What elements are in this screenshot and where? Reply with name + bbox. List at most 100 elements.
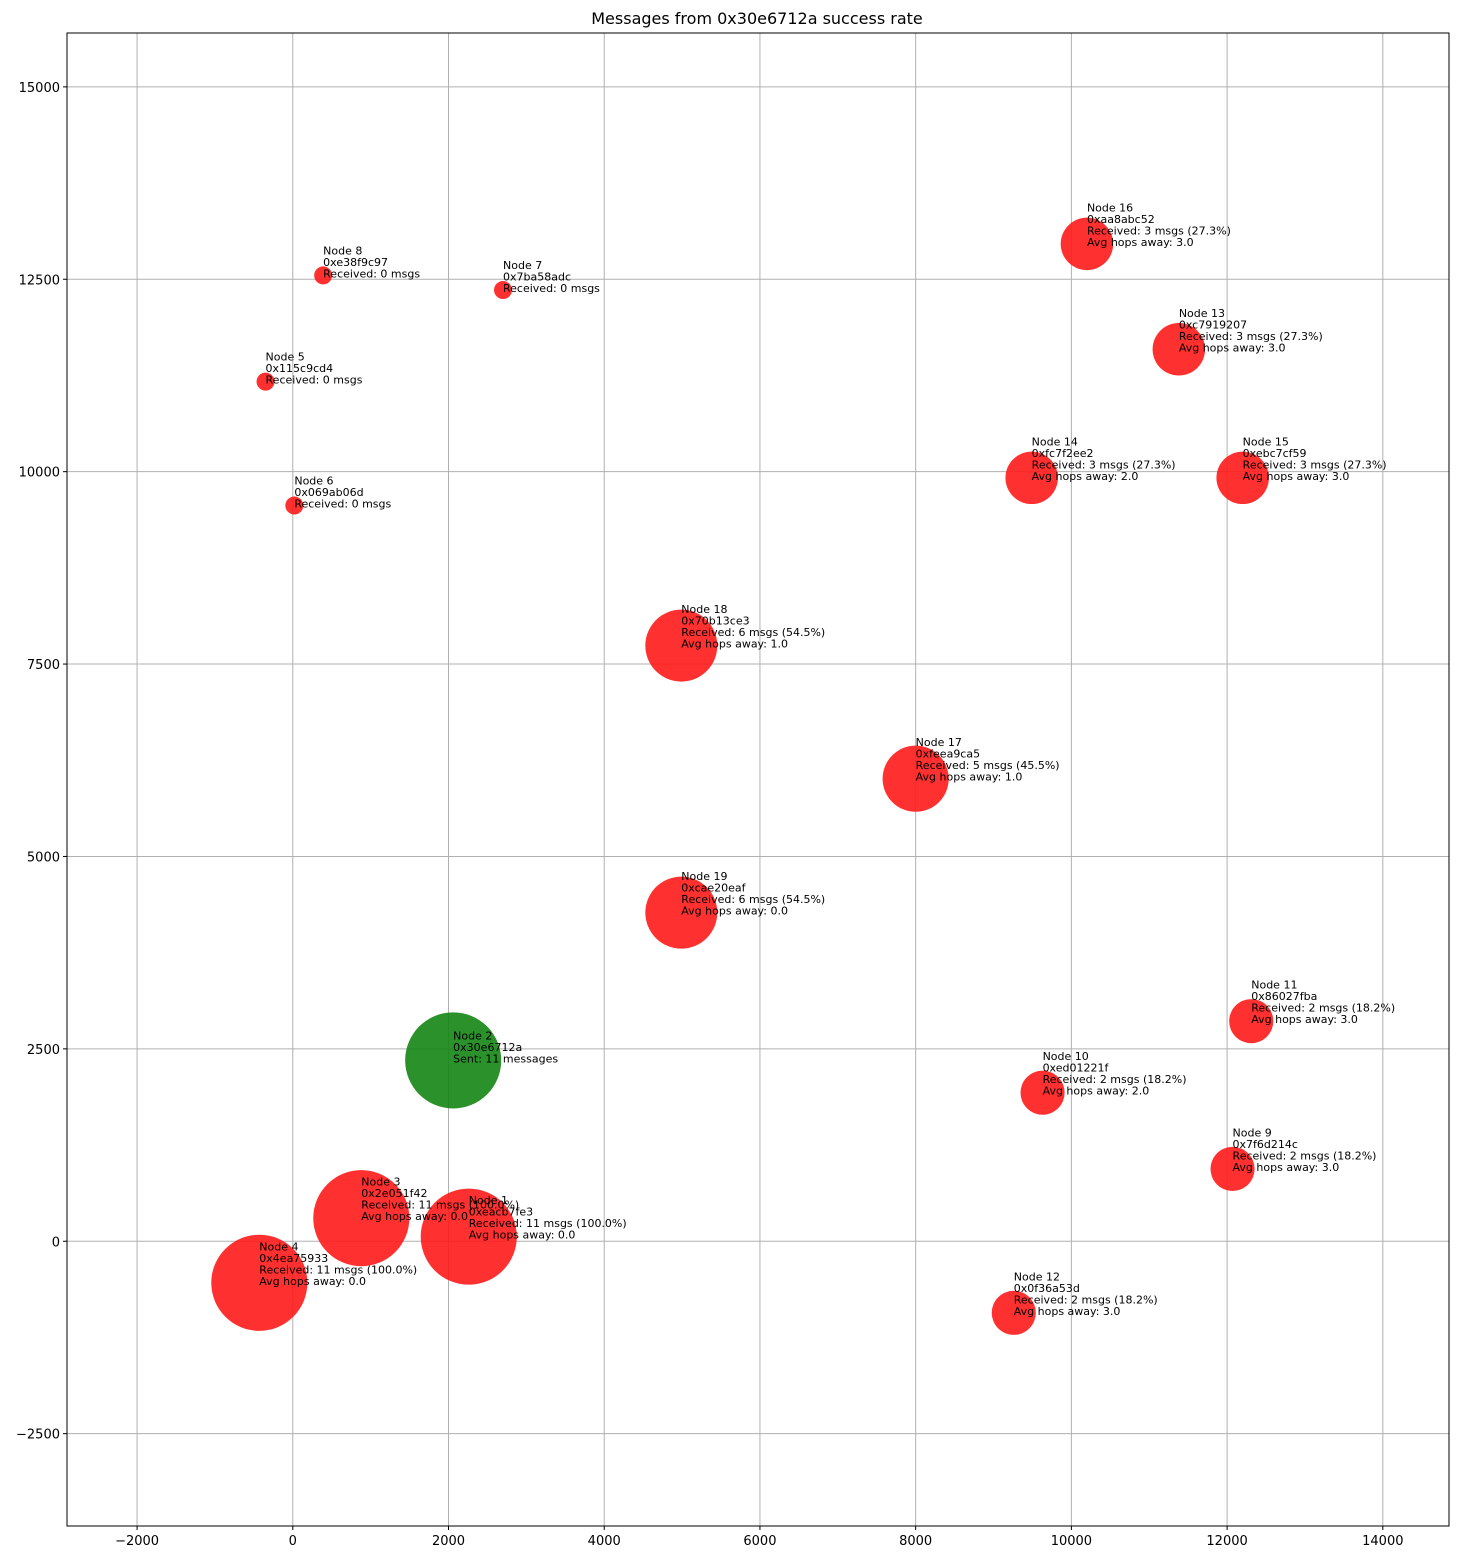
node-annotation-line: 0xfc7f2ee2 xyxy=(1032,447,1094,460)
node-annotation-line: Received: 0 msgs xyxy=(294,498,391,511)
y-tick-label: −2500 xyxy=(16,1428,60,1443)
node-annotation-line: Node 16 xyxy=(1087,201,1133,214)
receiver-node-point xyxy=(256,372,275,391)
node-annotation: Node 19 0xcae20eaf Received: 6 msgs (54.5%… xyxy=(681,870,825,918)
plot-frame xyxy=(66,32,1450,1527)
node-annotation-line: Avg hops away: 1.0 xyxy=(916,771,1023,784)
receiver-node-point xyxy=(1152,323,1206,376)
node-annotation: Node 7 0x7ba58adc Received: 0 msgs xyxy=(503,259,600,295)
y-tick-label: 10000 xyxy=(19,466,60,481)
node-annotation-line: Received: 2 msgs (18.2%) xyxy=(1014,1293,1158,1306)
node-annotation-line: Avg hops away: 0.0 xyxy=(469,1229,576,1242)
node-annotation: Node 14 0xfc7f2ee2 Received: 3 msgs (27.3%… xyxy=(1032,435,1176,483)
node-annotation-line: Node 3 xyxy=(361,1176,400,1189)
node-annotation-line: Received: 11 msgs (100.0%) xyxy=(361,1199,519,1212)
sender-node-point xyxy=(405,1012,502,1109)
x-axis-ticks: −2000 0 2000 4000 6000 8000 10000 12000 14000 xyxy=(115,1526,1403,1549)
node-annotation-line: Received: 2 msgs (18.2%) xyxy=(1251,1002,1395,1015)
node-annotation-line: Received: 6 msgs (54.5%) xyxy=(681,626,825,639)
node-annotation-line: 0x115c9cd4 xyxy=(266,362,334,375)
node-annotation-line: 0xe38f9c97 xyxy=(323,256,388,269)
node-annotation: Node 13 0xc7919207 Received: 3 msgs (27.3%… xyxy=(1179,307,1323,355)
node-annotation-line: 0x069ab06d xyxy=(294,486,363,499)
receiver-node-point xyxy=(1229,999,1274,1044)
node-annotation: Node 8 0xe38f9c97 Received: 0 msgs xyxy=(323,244,420,280)
receiver-node-point xyxy=(211,1234,308,1331)
node-annotation-line: Node 11 xyxy=(1251,979,1297,992)
node-annotation-line: Avg hops away: 0.0 xyxy=(259,1275,366,1288)
node-annotation-line: Avg hops away: 3.0 xyxy=(1251,1013,1358,1026)
node-annotation-line: Node 9 xyxy=(1233,1126,1272,1139)
node-annotation-line: Avg hops away: 0.0 xyxy=(361,1210,468,1223)
node-annotation: Node 9 0x7f6d214c Received: 2 msgs (18.2%)… xyxy=(1233,1126,1377,1174)
y-tick-label: 7500 xyxy=(27,658,60,673)
y-tick-label: 5000 xyxy=(27,850,60,865)
point-annotations: Node 1 0xeacb7fe3 Received: 11 msgs (100.0… xyxy=(259,201,1395,1317)
node-annotation: Node 11 0x86027fba Received: 2 msgs (18.2%… xyxy=(1251,979,1395,1027)
x-tick-label: 2000 xyxy=(432,1534,465,1549)
node-annotation-line: 0x2e051f42 xyxy=(361,1187,427,1200)
receiver-node-point xyxy=(1216,451,1269,505)
node-annotation-line: Received: 3 msgs (27.3%) xyxy=(1087,224,1231,237)
node-annotation-line: 0xfeea9ca5 xyxy=(916,748,980,761)
receiver-node-point xyxy=(645,609,718,682)
node-annotation-line: Node 12 xyxy=(1014,1270,1060,1283)
node-annotation: Node 17 0xfeea9ca5 Received: 5 msgs (45.5%… xyxy=(916,736,1060,784)
receiver-node-point xyxy=(1005,451,1058,505)
node-annotation: Node 15 0xebc7cf59 Received: 3 msgs (27.3%… xyxy=(1243,435,1387,483)
node-annotation-line: Sent: 11 messages xyxy=(453,1052,558,1065)
node-annotation-line: Node 13 xyxy=(1179,307,1225,320)
node-annotation-line: 0x0f36a53d xyxy=(1014,1282,1080,1295)
node-annotation-line: Avg hops away: 3.0 xyxy=(1179,341,1286,354)
node-annotation-line: Avg hops away: 1.0 xyxy=(681,638,788,651)
node-annotation-line: 0xc7919207 xyxy=(1179,318,1247,331)
node-annotation-line: Avg hops away: 3.0 xyxy=(1243,470,1350,483)
node-annotation-line: Received: 0 msgs xyxy=(503,282,600,295)
node-annotation-line: Received: 5 msgs (45.5%) xyxy=(916,759,1060,772)
receiver-node-point xyxy=(285,496,304,515)
node-annotation-line: Received: 11 msgs (100.0%) xyxy=(469,1217,627,1230)
receiver-node-point xyxy=(991,1290,1036,1335)
node-annotation: Node 3 0x2e051f42 Received: 11 msgs (100.0… xyxy=(361,1176,519,1224)
receiver-node-point xyxy=(1020,1070,1065,1115)
node-annotation-line: Node 18 xyxy=(681,603,727,616)
x-tick-label: 12000 xyxy=(1206,1534,1247,1549)
node-annotation-line: 0xebc7cf59 xyxy=(1243,447,1307,460)
receiver-node-point xyxy=(882,745,949,812)
node-annotation: Node 16 0xaa8abc52 Received: 3 msgs (27.3%… xyxy=(1087,201,1231,249)
receiver-node-point xyxy=(1060,217,1114,271)
node-annotation-line: Avg hops away: 3.0 xyxy=(1087,236,1194,249)
node-annotation-line: Received: 2 msgs (18.2%) xyxy=(1043,1073,1187,1086)
node-annotation-line: Avg hops away: 3.0 xyxy=(1014,1305,1121,1318)
x-tick-label: 0 xyxy=(289,1534,297,1549)
node-annotation-line: Node 8 xyxy=(323,244,362,257)
node-annotation: Node 18 0x70b13ce3 Received: 6 msgs (54.5%… xyxy=(681,603,825,651)
node-annotation-line: Node 4 xyxy=(259,1240,298,1253)
node-annotation-line: Received: 11 msgs (100.0%) xyxy=(259,1263,417,1276)
node-annotation: Node 1 0xeacb7fe3 Received: 11 msgs (100.0… xyxy=(469,1194,627,1242)
node-annotation-line: Node 14 xyxy=(1032,435,1078,448)
node-annotation-line: Avg hops away: 3.0 xyxy=(1233,1161,1340,1174)
node-annotation-line: Received: 0 msgs xyxy=(266,374,363,387)
node-annotation-line: Avg hops away: 0.0 xyxy=(681,905,788,918)
node-annotation-line: Received: 6 msgs (54.5%) xyxy=(681,893,825,906)
node-annotation-line: 0x7ba58adc xyxy=(503,271,571,284)
y-tick-label: 12500 xyxy=(19,273,60,288)
x-tick-label: 14000 xyxy=(1362,1534,1403,1549)
node-annotation-line: 0x70b13ce3 xyxy=(681,615,749,628)
node-annotation-line: Received: 2 msgs (18.2%) xyxy=(1233,1149,1377,1162)
node-annotation-line: 0x30e6712a xyxy=(453,1041,522,1054)
node-annotation-line: Node 6 xyxy=(294,475,333,488)
node-annotation-line: 0x7f6d214c xyxy=(1233,1138,1298,1151)
node-annotation-line: Node 5 xyxy=(266,351,305,364)
x-tick-label: 6000 xyxy=(743,1534,776,1549)
x-tick-label: 8000 xyxy=(899,1534,932,1549)
node-annotation-line: Node 2 xyxy=(453,1029,492,1042)
node-annotation-line: 0xcae20eaf xyxy=(681,882,746,895)
receiver-node-point xyxy=(420,1188,517,1285)
receiver-node-point xyxy=(1210,1146,1255,1191)
receiver-node-point xyxy=(494,281,513,300)
node-annotation: Node 6 0x069ab06d Received: 0 msgs xyxy=(294,475,391,511)
